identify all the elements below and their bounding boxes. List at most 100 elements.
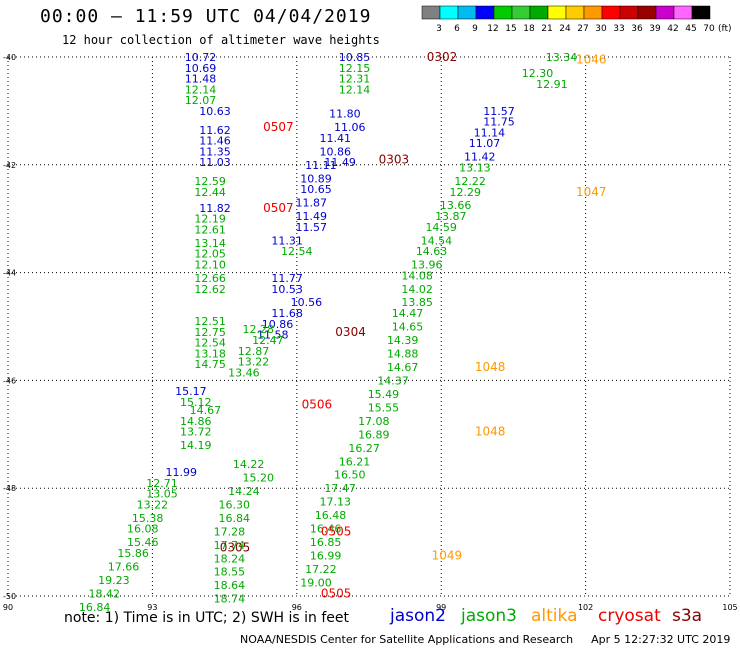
swh-point-jason2: 11.62 xyxy=(199,124,231,137)
colorbar-swatch xyxy=(673,5,693,20)
swh-point-jason2: 11.41 xyxy=(320,132,352,145)
swh-point-jason2: 10.86 xyxy=(320,145,352,158)
swh-point-jason2: 11.75 xyxy=(483,116,515,129)
colorbar-label: 45 xyxy=(685,24,696,34)
colorbar-unit: (ft) xyxy=(718,24,732,34)
swh-point-jason3: 13.96 xyxy=(411,259,443,272)
y-tick-label: -44 xyxy=(3,269,16,278)
swh-point-jason2: 10.63 xyxy=(199,105,231,118)
swh-point-jason3: 14.59 xyxy=(425,221,457,234)
pass-time-label: 1047 xyxy=(576,185,607,199)
timestamp: Apr 5 12:27:32 UTC 2019 xyxy=(591,633,731,646)
colorbar-label: 42 xyxy=(667,24,678,34)
colorbar-label: 15 xyxy=(505,24,516,34)
legend-jason3: jason3 xyxy=(461,606,517,626)
swh-point-jason3: 16.85 xyxy=(310,536,342,549)
swh-point-jason3: 17.66 xyxy=(108,560,140,573)
swh-point-jason2: 10.53 xyxy=(271,283,303,296)
swh-point-jason3: 19.23 xyxy=(98,574,130,587)
pass-time-label: 0305 xyxy=(220,540,251,554)
swh-point-jason3: 16.30 xyxy=(218,498,250,511)
swh-point-jason3: 14.47 xyxy=(392,307,424,320)
swh-point-jason3: 15.49 xyxy=(368,388,400,401)
y-tick-label: -46 xyxy=(3,376,16,385)
swh-point-jason3: 19.00 xyxy=(300,577,332,590)
swh-point-jason3: 14.08 xyxy=(401,269,433,282)
credit-text: NOAA/NESDIS Center for Satellite Applica… xyxy=(240,633,574,646)
legend-s3a: s3a xyxy=(672,606,703,626)
swh-point-jason3: 14.22 xyxy=(233,458,265,471)
swh-point-jason2: 11.57 xyxy=(483,105,515,118)
colorbar-label: 33 xyxy=(613,24,624,34)
page-title: 00:00 – 11:59 UTC 04/04/2019 xyxy=(40,6,372,27)
swh-point-jason3: 18.24 xyxy=(214,552,246,565)
swh-point-jason3: 12.87 xyxy=(238,345,270,358)
legend-jason2: jason2 xyxy=(390,606,446,626)
swh-point-jason3: 12.14 xyxy=(185,83,217,96)
colorbar-swatch xyxy=(493,5,513,20)
swh-point-jason2: 11.77 xyxy=(271,272,303,285)
swh-point-jason3: 12.05 xyxy=(194,248,226,261)
swh-point-jason3: 13.13 xyxy=(459,161,491,174)
colorbar: 3 6 9 12 15 18 21 24 27 30 33 36 39 42 45 70 (ft) xyxy=(421,5,732,34)
swh-point-jason3: 14.37 xyxy=(377,374,409,387)
colorbar-label: 39 xyxy=(649,24,661,34)
swh-point-jason2: 11.07 xyxy=(469,137,501,150)
swh-point-jason3: 12.29 xyxy=(450,186,482,199)
pass-time-label: 0302 xyxy=(427,50,458,64)
swh-point-jason2: 11.35 xyxy=(199,145,231,158)
swh-point-jason3: 12.66 xyxy=(194,272,226,285)
swh-point-jason2: 11.49 xyxy=(324,156,356,169)
colorbar-swatch xyxy=(655,5,675,20)
swh-point-jason2: 15.17 xyxy=(175,385,207,398)
axis-ticks: 90 93 96 99 102 105 -40 -42 -44 -46 -48 -50 xyxy=(3,53,738,612)
swh-point-jason2: 11.80 xyxy=(329,108,361,121)
swh-point-jason2: 10.56 xyxy=(291,296,323,309)
swh-point-jason3: 13.46 xyxy=(228,366,260,379)
swh-point-jason3: 18.55 xyxy=(214,566,246,579)
swh-point-jason3: 14.67 xyxy=(190,404,222,417)
swh-point-jason2: 11.57 xyxy=(295,221,327,234)
swh-point-jason2: 11.49 xyxy=(295,210,327,223)
swh-point-jason3: 12.31 xyxy=(339,73,371,86)
x-tick-label: 105 xyxy=(722,603,737,612)
swh-point-jason3: 18.74 xyxy=(214,593,246,606)
swh-point-jason3: 14.24 xyxy=(228,485,260,498)
colorbar-swatch xyxy=(619,5,639,20)
swh-point-jason3: 17.22 xyxy=(305,563,337,576)
colorbar-swatch xyxy=(601,5,621,20)
swh-point-jason3: 12.30 xyxy=(522,67,554,80)
swh-point-jason3: 13.85 xyxy=(401,296,433,309)
swh-point-jason2: 11.42 xyxy=(464,151,496,164)
swh-point-jason2: 11.48 xyxy=(185,73,217,86)
colorbar-swatch xyxy=(421,5,441,20)
colorbar-label: 24 xyxy=(559,24,571,34)
x-tick-label: 93 xyxy=(147,603,157,612)
swh-point-jason3: 16.84 xyxy=(218,512,250,525)
swh-point-jason3: 12.54 xyxy=(281,245,313,258)
x-tick-label: 102 xyxy=(578,603,593,612)
swh-point-jason3: 12.19 xyxy=(194,213,226,226)
legend-altika: altika xyxy=(531,606,578,626)
swh-point-jason2: 10.65 xyxy=(300,183,332,196)
swh-point-jason3: 17.13 xyxy=(320,496,352,509)
swh-point-jason3: 12.44 xyxy=(194,186,226,199)
colorbar-label: 12 xyxy=(487,24,498,34)
colorbar-swatch xyxy=(511,5,531,20)
pass-time-label: 0304 xyxy=(335,325,366,339)
swh-point-jason3: 16.46 xyxy=(310,523,342,536)
legend-cryosat: cryosat xyxy=(598,606,661,626)
swh-point-jason3: 17.28 xyxy=(214,525,246,538)
y-tick-label: -42 xyxy=(3,161,16,170)
swh-point-jason3: 14.65 xyxy=(392,321,424,334)
swh-point-jason3: 13.34 xyxy=(546,51,578,64)
pass-time-label: 0506 xyxy=(302,398,333,412)
swh-point-jason3: 16.99 xyxy=(310,550,342,563)
y-tick-label: -40 xyxy=(3,53,16,62)
pass-time-label: 1048 xyxy=(475,360,506,374)
swh-point-jason3: 12.54 xyxy=(194,337,226,350)
swh-point-jason3: 13.72 xyxy=(180,426,212,439)
pass-time-label: 0507 xyxy=(263,201,294,215)
swh-point-jason2: 11.99 xyxy=(166,466,198,479)
